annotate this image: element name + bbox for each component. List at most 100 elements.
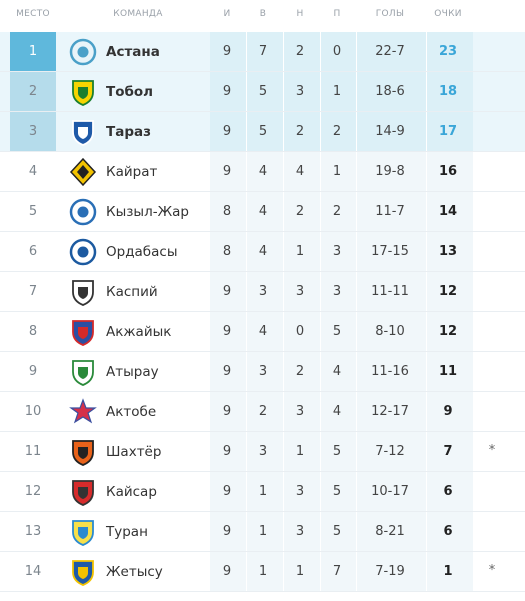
points-value: 9	[443, 404, 453, 419]
team-name[interactable]: Тараз	[106, 124, 151, 140]
column-divider	[283, 392, 284, 431]
column-divider	[283, 512, 284, 551]
header-place[interactable]: МЕСТО	[16, 9, 50, 19]
table-row[interactable]: 6 Ордабасы 8 4 1 3 17-15 13	[0, 232, 525, 272]
header-played[interactable]: И	[223, 9, 231, 19]
table-row[interactable]: 11 Шахтёр 9 3 1 5 7-12 7 *	[0, 432, 525, 472]
tobol-logo-icon	[69, 78, 97, 106]
aktobe-logo-icon	[69, 398, 97, 426]
header-won[interactable]: В	[259, 9, 267, 19]
header-lost[interactable]: П	[333, 9, 341, 19]
stats-cell-bg	[210, 552, 473, 591]
goals-value: 8-10	[375, 324, 405, 339]
table-row[interactable]: 8 Акжайык 9 4 0 5 8-10 12	[0, 312, 525, 352]
lost-value: 5	[332, 324, 342, 339]
column-divider	[426, 552, 427, 591]
played-value: 9	[222, 484, 232, 499]
lost-value: 4	[332, 404, 342, 419]
team-name[interactable]: Шахтёр	[106, 444, 162, 460]
column-divider	[320, 392, 321, 431]
header-points[interactable]: ОЧКИ	[434, 9, 462, 19]
column-divider	[356, 272, 357, 311]
played-value: 9	[222, 124, 232, 139]
table-row[interactable]: 2 Тобол 9 5 3 1 18-6 18	[0, 72, 525, 112]
stats-cell-bg	[210, 72, 473, 111]
points-value: 23	[438, 44, 458, 59]
column-divider	[283, 232, 284, 271]
table-row[interactable]: 9 Атырау 9 3 2 4 11-16 11	[0, 352, 525, 392]
team-name[interactable]: Актобе	[106, 404, 157, 420]
column-divider	[320, 432, 321, 471]
won-value: 3	[258, 284, 268, 299]
column-divider	[426, 152, 427, 191]
column-divider	[246, 392, 247, 431]
column-divider	[320, 272, 321, 311]
kairat-logo-icon	[69, 157, 97, 187]
column-divider	[426, 32, 427, 71]
drawn-value: 2	[295, 124, 305, 139]
lost-value: 3	[332, 244, 342, 259]
place-value: 13	[24, 524, 42, 539]
team-name[interactable]: Атырау	[106, 364, 159, 380]
header-team[interactable]: КОМАНДА	[113, 9, 163, 19]
team-name[interactable]: Ордабасы	[106, 244, 178, 260]
column-divider	[356, 392, 357, 431]
column-divider	[426, 192, 427, 231]
team-name[interactable]: Астана	[106, 44, 160, 60]
won-value: 4	[258, 164, 268, 179]
place-value: 3	[28, 124, 38, 139]
column-divider	[320, 152, 321, 191]
column-divider	[356, 72, 357, 111]
column-divider	[283, 432, 284, 471]
played-value: 9	[222, 284, 232, 299]
team-name[interactable]: Жетысу	[106, 564, 163, 580]
drawn-value: 3	[295, 484, 305, 499]
table-row[interactable]: 7 Каспий 9 3 3 3 11-11 12	[0, 272, 525, 312]
column-divider	[283, 352, 284, 391]
team-name[interactable]: Кызыл-Жар	[106, 204, 189, 220]
team-name[interactable]: Кайсар	[106, 484, 157, 500]
column-divider	[246, 192, 247, 231]
table-row[interactable]: 4 Кайрат 9 4 4 1 19-8 16	[0, 152, 525, 192]
drawn-value: 2	[295, 364, 305, 379]
team-name[interactable]: Кайрат	[106, 164, 158, 180]
header-drawn[interactable]: Н	[296, 9, 304, 19]
team-name[interactable]: Акжайык	[106, 324, 172, 340]
table-row[interactable]: 3 Тараз 9 5 2 2 14-9 17	[0, 112, 525, 152]
table-row[interactable]: 10 Актобе 9 2 3 4 12-17 9	[0, 392, 525, 432]
played-value: 9	[222, 404, 232, 419]
drawn-value: 1	[295, 244, 305, 259]
table-row[interactable]: 12 Кайсар 9 1 3 5 10-17 6	[0, 472, 525, 512]
lost-value: 7	[332, 564, 342, 579]
column-divider	[283, 472, 284, 511]
won-value: 7	[258, 44, 268, 59]
place-value: 9	[28, 364, 38, 379]
team-name[interactable]: Тобол	[106, 84, 154, 100]
column-divider	[246, 272, 247, 311]
drawn-value: 3	[295, 84, 305, 99]
points-value: 6	[443, 484, 453, 499]
table-row[interactable]: 1 Астана 9 7 2 0 22-7 23	[0, 32, 525, 72]
column-divider	[320, 352, 321, 391]
points-value: 7	[443, 444, 453, 459]
table-row[interactable]: 5 Кызыл-Жар 8 4 2 2 11-7 14	[0, 192, 525, 232]
stats-cell-bg	[210, 432, 473, 471]
header-goals[interactable]: ГОЛЫ	[375, 9, 405, 19]
points-value: 12	[438, 324, 458, 339]
table-row[interactable]: 14 Жетысу 9 1 1 7 7-19 1 *	[0, 552, 525, 592]
table-row[interactable]: 13 Туран 9 1 3 5 8-21 6	[0, 512, 525, 552]
column-divider	[426, 512, 427, 551]
points-value: 1	[443, 564, 453, 579]
team-name[interactable]: Туран	[106, 524, 148, 540]
column-divider	[320, 112, 321, 151]
stats-cell-bg	[210, 312, 473, 351]
team-name[interactable]: Каспий	[106, 284, 158, 300]
won-value: 1	[258, 564, 268, 579]
goals-value: 18-6	[375, 84, 405, 99]
column-divider	[320, 72, 321, 111]
column-divider	[356, 152, 357, 191]
goals-value: 11-7	[375, 204, 405, 219]
place-cell-bg	[10, 112, 56, 151]
column-divider	[320, 312, 321, 351]
stats-cell-bg	[210, 32, 473, 71]
